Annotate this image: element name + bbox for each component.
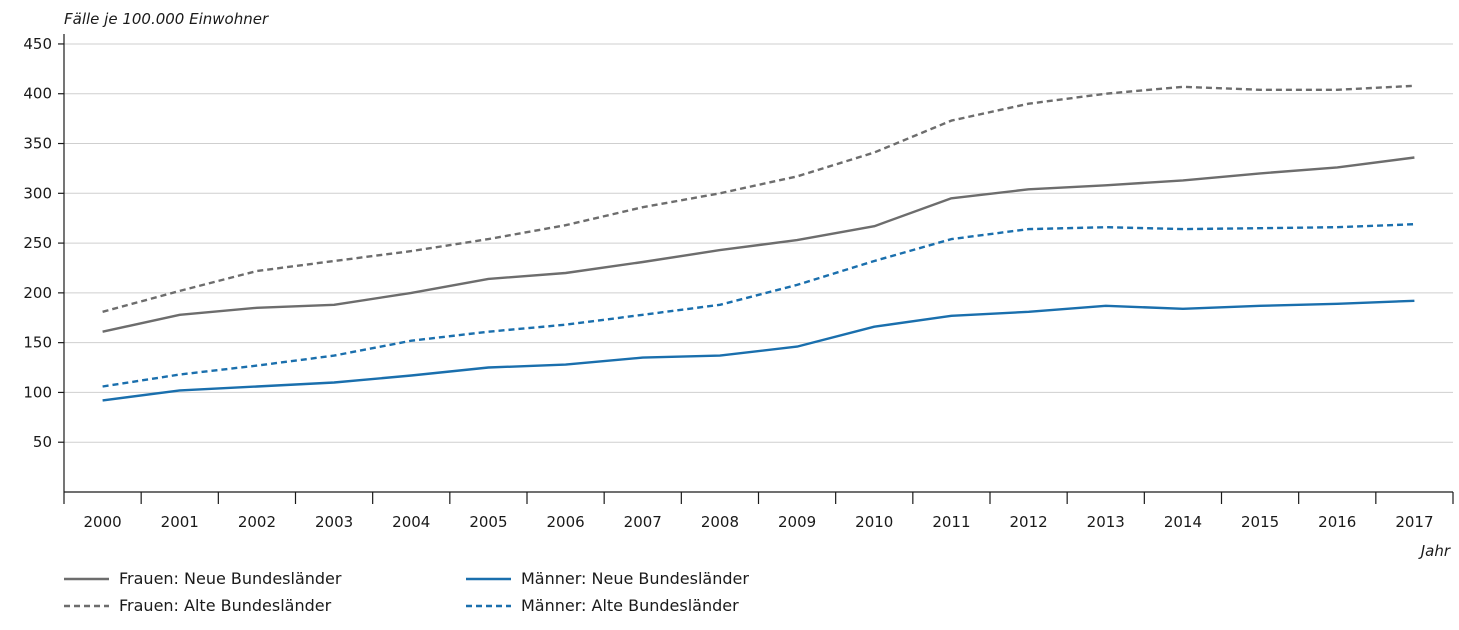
x-tick-label-2007: 2007	[624, 513, 662, 531]
x-tick-label-2000: 2000	[83, 513, 121, 531]
y-tick-label-400: 400	[23, 85, 52, 103]
y-tick-label-300: 300	[23, 184, 52, 202]
y-tick-label-200: 200	[23, 284, 52, 302]
series-line-3	[102, 299, 1415, 402]
legend-label-4: Männer: Alte Bundesländer	[521, 596, 739, 615]
x-tick-label-2009: 2009	[778, 513, 816, 531]
x-tick-label-2012: 2012	[1009, 513, 1047, 531]
x-tick-label-2004: 2004	[392, 513, 430, 531]
x-axis-title: Jahr	[1418, 542, 1451, 560]
y-tick-label-250: 250	[23, 234, 52, 252]
x-ticks: 2000 2001 2002 2003 2004 2005 2006 2007 2008 2009…	[63, 492, 1454, 531]
legend: Frauen: Neue Bundesländer Frauen: Alte Bu…	[64, 569, 749, 615]
y-tick-label-450: 450	[23, 35, 52, 53]
y-tick-label-150: 150	[23, 334, 52, 352]
x-tick-label-2001: 2001	[161, 513, 199, 531]
x-tick-label-2005: 2005	[469, 513, 507, 531]
x-tick-label-2013: 2013	[1087, 513, 1125, 531]
gridlines	[64, 43, 1453, 443]
x-tick-label-2006: 2006	[546, 513, 584, 531]
y-axis-title: Fälle je 100.000 Einwohner	[64, 10, 269, 28]
x-tick-label-2017: 2017	[1395, 513, 1433, 531]
y-tick-label-350: 350	[23, 135, 52, 153]
x-tick-label-2011: 2011	[932, 513, 970, 531]
y-tick-labels: 50 100 150 200 250 300 350 400 450	[23, 35, 64, 451]
series-line-1	[102, 156, 1415, 333]
legend-label-2: Frauen: Alte Bundesländer	[119, 596, 332, 615]
x-tick-label-2002: 2002	[238, 513, 276, 531]
x-tick-label-2014: 2014	[1164, 513, 1202, 531]
series-line-2	[102, 84, 1415, 313]
y-tick-label-100: 100	[23, 383, 52, 401]
y-tick-label-50: 50	[33, 433, 52, 451]
series-line-4	[102, 223, 1415, 388]
x-tick-label-2015: 2015	[1241, 513, 1279, 531]
series-lines	[102, 84, 1415, 402]
legend-label-1: Frauen: Neue Bundesländer	[119, 569, 342, 588]
x-tick-label-2008: 2008	[701, 513, 739, 531]
x-tick-label-2010: 2010	[855, 513, 893, 531]
x-tick-label-2016: 2016	[1318, 513, 1356, 531]
x-tick-label-2003: 2003	[315, 513, 353, 531]
legend-label-3: Männer: Neue Bundesländer	[521, 569, 749, 588]
